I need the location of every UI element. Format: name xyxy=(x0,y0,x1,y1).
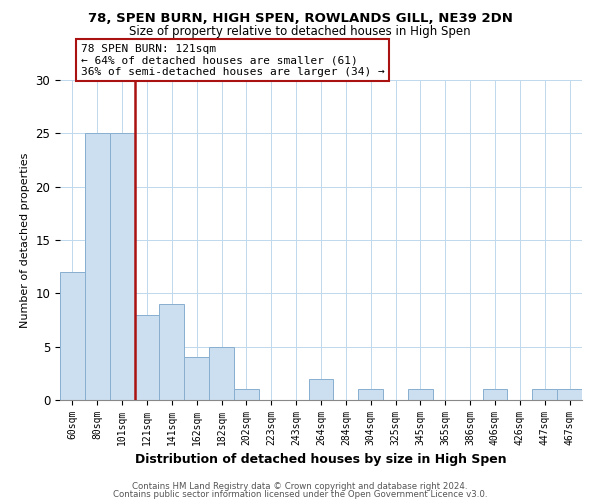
Bar xyxy=(60,272,85,400)
Bar xyxy=(532,390,557,400)
Bar xyxy=(482,390,508,400)
Text: Contains public sector information licensed under the Open Government Licence v3: Contains public sector information licen… xyxy=(113,490,487,499)
Bar xyxy=(408,390,433,400)
Bar xyxy=(184,358,209,400)
Bar xyxy=(110,134,134,400)
Bar xyxy=(85,134,110,400)
Text: Size of property relative to detached houses in High Spen: Size of property relative to detached ho… xyxy=(129,25,471,38)
Bar xyxy=(160,304,184,400)
Bar xyxy=(234,390,259,400)
Bar xyxy=(358,390,383,400)
X-axis label: Distribution of detached houses by size in High Spen: Distribution of detached houses by size … xyxy=(135,454,507,466)
Text: 78, SPEN BURN, HIGH SPEN, ROWLANDS GILL, NE39 2DN: 78, SPEN BURN, HIGH SPEN, ROWLANDS GILL,… xyxy=(88,12,512,26)
Bar xyxy=(308,378,334,400)
Text: Contains HM Land Registry data © Crown copyright and database right 2024.: Contains HM Land Registry data © Crown c… xyxy=(132,482,468,491)
Bar xyxy=(209,346,234,400)
Bar xyxy=(134,314,160,400)
Text: 78 SPEN BURN: 121sqm
← 64% of detached houses are smaller (61)
36% of semi-detac: 78 SPEN BURN: 121sqm ← 64% of detached h… xyxy=(81,44,385,77)
Y-axis label: Number of detached properties: Number of detached properties xyxy=(20,152,30,328)
Bar xyxy=(557,390,582,400)
